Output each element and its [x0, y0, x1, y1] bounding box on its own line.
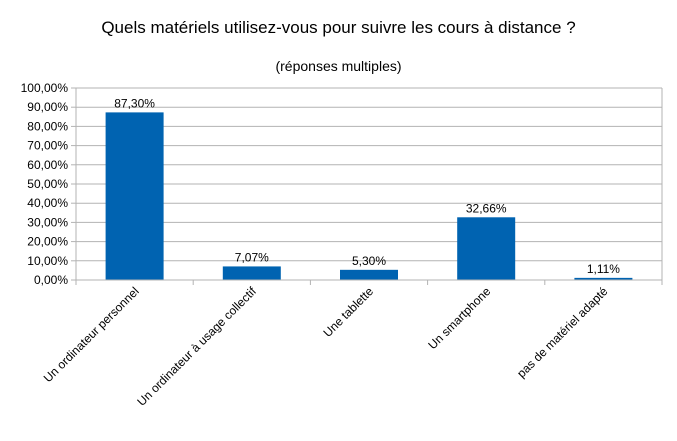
- y-tick-label: 30,00%: [27, 215, 68, 229]
- y-tick-label: 0,00%: [34, 273, 68, 287]
- y-tick-label: 80,00%: [27, 119, 68, 133]
- bar: [105, 112, 164, 280]
- category-label: Un smartphone: [425, 284, 493, 352]
- y-tick-label: 60,00%: [27, 158, 68, 172]
- y-tick-label: 100,00%: [21, 81, 69, 95]
- data-label: 5,30%: [352, 254, 386, 268]
- bar: [340, 269, 398, 280]
- y-tick-label: 20,00%: [27, 235, 68, 249]
- bar: [574, 277, 633, 280]
- chart-title: Quels matériels utilisez-vous pour suivr…: [101, 18, 576, 37]
- data-label: 32,66%: [466, 201, 507, 215]
- y-tick-label: 10,00%: [27, 254, 68, 268]
- y-tick-label: 70,00%: [27, 139, 68, 153]
- data-label: 87,30%: [114, 96, 155, 110]
- y-tick-label: 50,00%: [27, 177, 68, 191]
- data-label: 1,11%: [587, 262, 620, 276]
- category-label: Un ordinateur personnel: [41, 284, 142, 385]
- bar: [457, 217, 516, 280]
- category-label: Un ordinateur à usage collectif: [134, 284, 259, 409]
- data-label: 7,07%: [235, 250, 269, 264]
- chart-subtitle: (réponses multiples): [275, 58, 402, 74]
- bar: [222, 266, 281, 280]
- category-label: Une tablette: [320, 284, 376, 340]
- y-tick-label: 90,00%: [27, 100, 68, 114]
- category-label: pas de matériel adapté: [514, 284, 610, 380]
- y-tick-label: 40,00%: [27, 196, 68, 210]
